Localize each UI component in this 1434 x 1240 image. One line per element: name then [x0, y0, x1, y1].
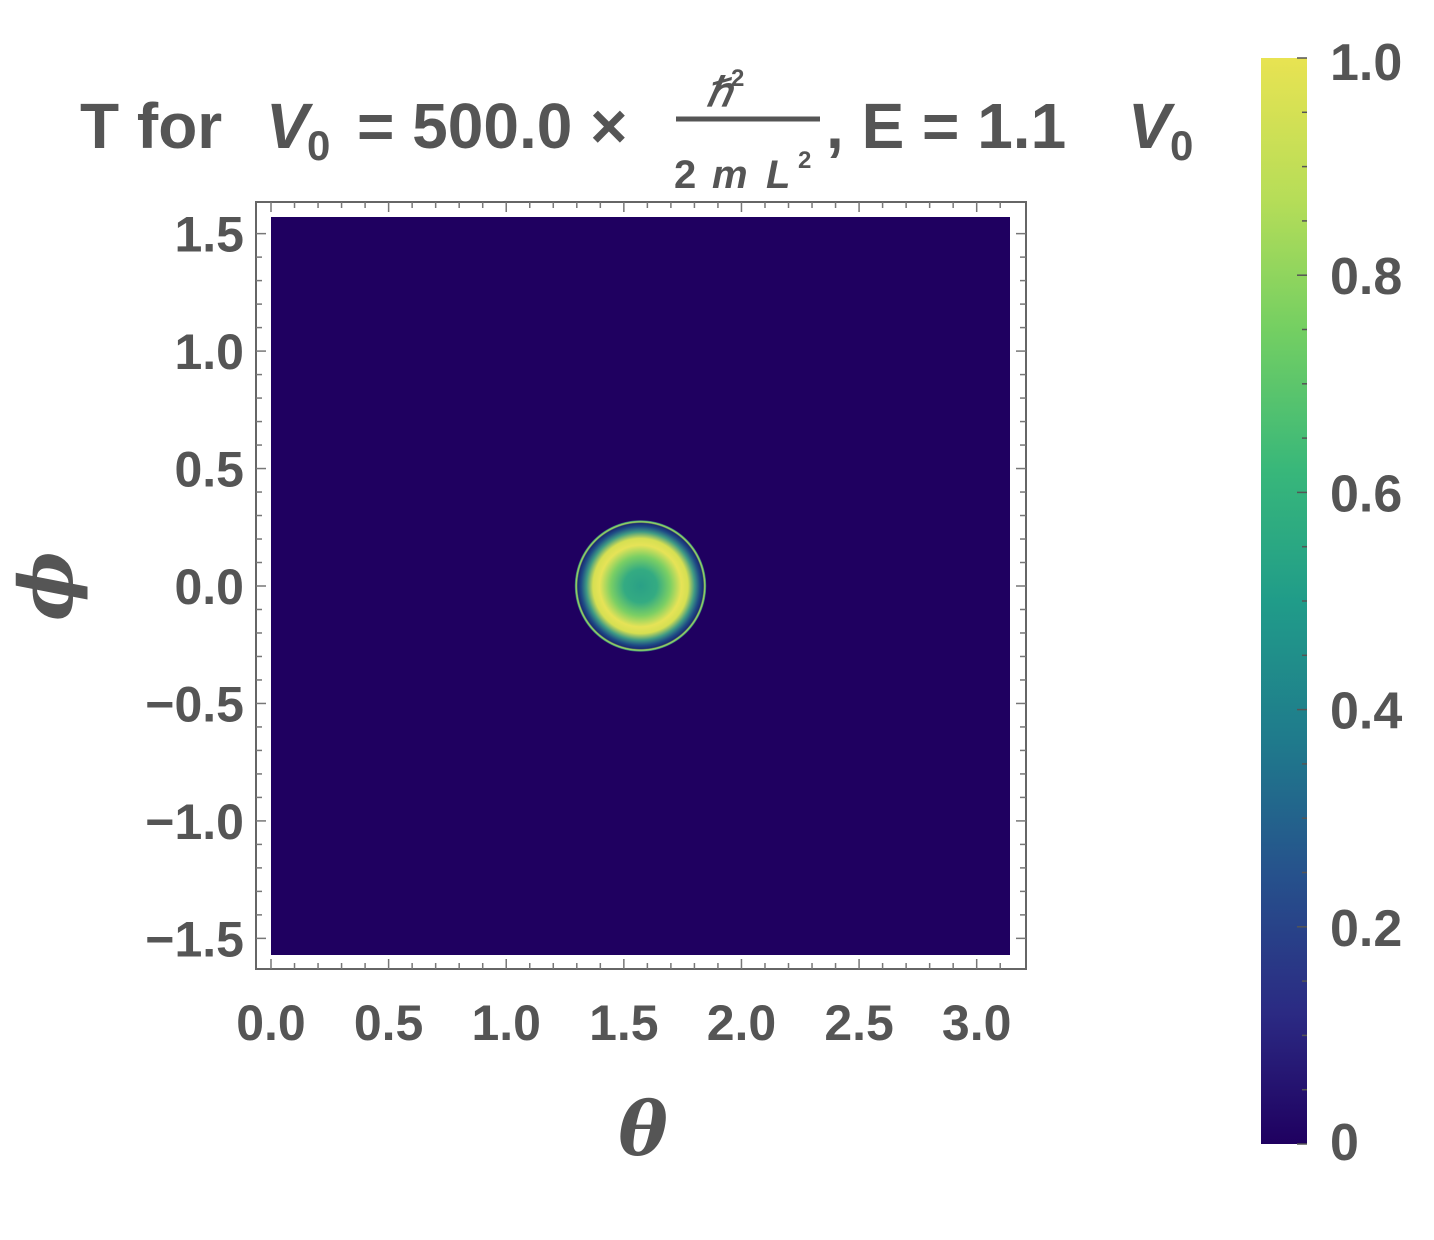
minor-ticks: [256, 202, 1026, 969]
x-tick-label: 2.0: [707, 995, 777, 1051]
x-tick-label: 3.0: [942, 995, 1012, 1051]
y-tick-label: 0.0: [174, 559, 244, 615]
title-e-v-subscript: 0: [1170, 122, 1193, 169]
chart-title: T for V 0 = 500.0 × ℏ 2 2 m L 2 , E = 1.…: [80, 65, 1193, 197]
x-axis-ticks: 0.0 0.5 1.0 1.5 2.0 2.5 3.0: [236, 995, 1011, 1051]
title-energy: , E = 1.1: [826, 90, 1066, 162]
y-axis-label: ϕ: [4, 551, 90, 621]
y-tick-label: −0.5: [145, 676, 244, 732]
transmission-ring-feature: [574, 520, 707, 652]
x-tick-label: 2.5: [824, 995, 894, 1051]
colorbar-tick-label: 0.8: [1330, 248, 1402, 306]
x-tick-label: 1.5: [589, 995, 659, 1051]
x-tick-label: 1.0: [471, 995, 541, 1051]
colorbar-tick-label: 1.0: [1330, 34, 1402, 92]
title-frac-den-m: m: [712, 153, 748, 197]
title-frac-den-l: L: [766, 153, 790, 197]
title-frac-den-two: 2: [674, 153, 696, 197]
title-e-v-symbol: V: [1128, 90, 1176, 162]
colorbar-ticks: 0 0.2 0.4 0.6 0.8 1.0: [1297, 34, 1402, 1172]
title-frac-num-sup: 2: [731, 65, 744, 92]
title-equals-value: = 500.0 ×: [357, 90, 627, 162]
colorbar-tick-label: 0.6: [1330, 465, 1402, 523]
x-tick-label: 0.0: [236, 995, 306, 1051]
title-prefix: T for: [80, 90, 222, 162]
y-tick-label: −1.0: [145, 794, 244, 850]
x-tick-label: 0.5: [354, 995, 424, 1051]
y-tick-label: −1.5: [145, 911, 244, 967]
y-tick-label: 0.5: [174, 442, 244, 498]
y-tick-label: 1.5: [174, 207, 244, 263]
colorbar-tick-label: 0.2: [1330, 900, 1402, 958]
x-axis-label: θ: [618, 1087, 668, 1173]
y-axis-ticks: 1.5 1.0 0.5 0.0 −0.5 −1.0 −1.5: [145, 207, 244, 968]
title-v-subscript: 0: [307, 122, 330, 169]
title-frac-den-sup: 2: [798, 147, 811, 174]
colorbar: [1261, 58, 1307, 1144]
colorbar-tick-label: 0: [1330, 1114, 1359, 1172]
colorbar-tick-label: 0.4: [1330, 683, 1402, 741]
title-v-symbol: V: [266, 90, 314, 162]
y-tick-label: 1.0: [174, 324, 244, 380]
title-frac-hbar: ℏ: [706, 71, 735, 115]
